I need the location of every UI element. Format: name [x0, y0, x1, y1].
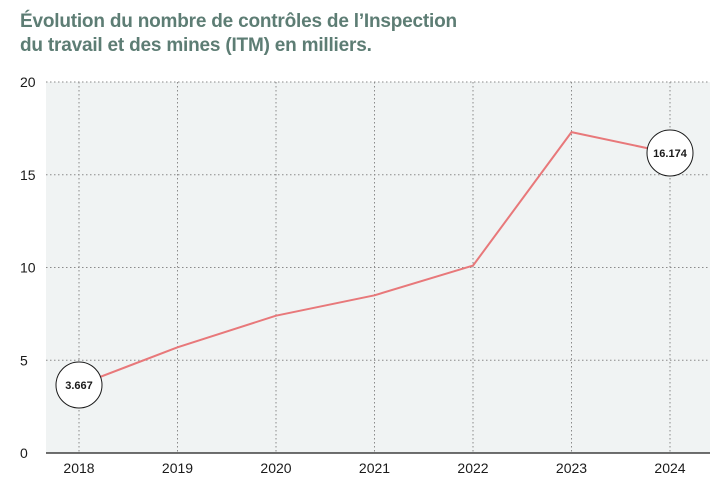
chart-title-line-2: du travail et des mines (ITM) en millier… [20, 35, 372, 56]
x-tick-label: 2018 [63, 460, 94, 476]
data-label-group: 3.667 16.174 [55, 129, 694, 409]
x-tick-label: 2021 [359, 460, 390, 476]
y-gridlines [46, 81, 710, 361]
data-label: 16.174 [653, 148, 688, 160]
data-label: 3.667 [65, 380, 93, 392]
x-tick-label: 2023 [556, 460, 587, 476]
y-tick-label: 0 [20, 445, 28, 461]
x-tick-label: 2019 [162, 460, 193, 476]
y-tick-label: 15 [20, 167, 36, 183]
x-tick-label: 2020 [260, 460, 291, 476]
chart-title-line-1: Évolution du nombre de contrôles de l’In… [20, 11, 457, 32]
y-axis-tick-labels: 0 5 10 15 20 [20, 74, 36, 461]
x-tick-label: 2024 [654, 460, 685, 476]
y-tick-label: 20 [20, 74, 36, 90]
x-gridlines [78, 82, 671, 453]
y-tick-label: 5 [20, 352, 28, 368]
data-label-bubble [55, 361, 103, 409]
data-label-bubble [646, 129, 694, 177]
series-group [78, 131, 671, 386]
series-line [78, 131, 671, 386]
x-tick-label: 2022 [457, 460, 488, 476]
y-tick-label: 10 [20, 260, 36, 276]
x-axis-tick-labels: 2018 2019 2020 2021 2022 2023 2024 [63, 460, 685, 476]
chart-title: Évolution du nombre de contrôles de l’In… [20, 10, 580, 58]
